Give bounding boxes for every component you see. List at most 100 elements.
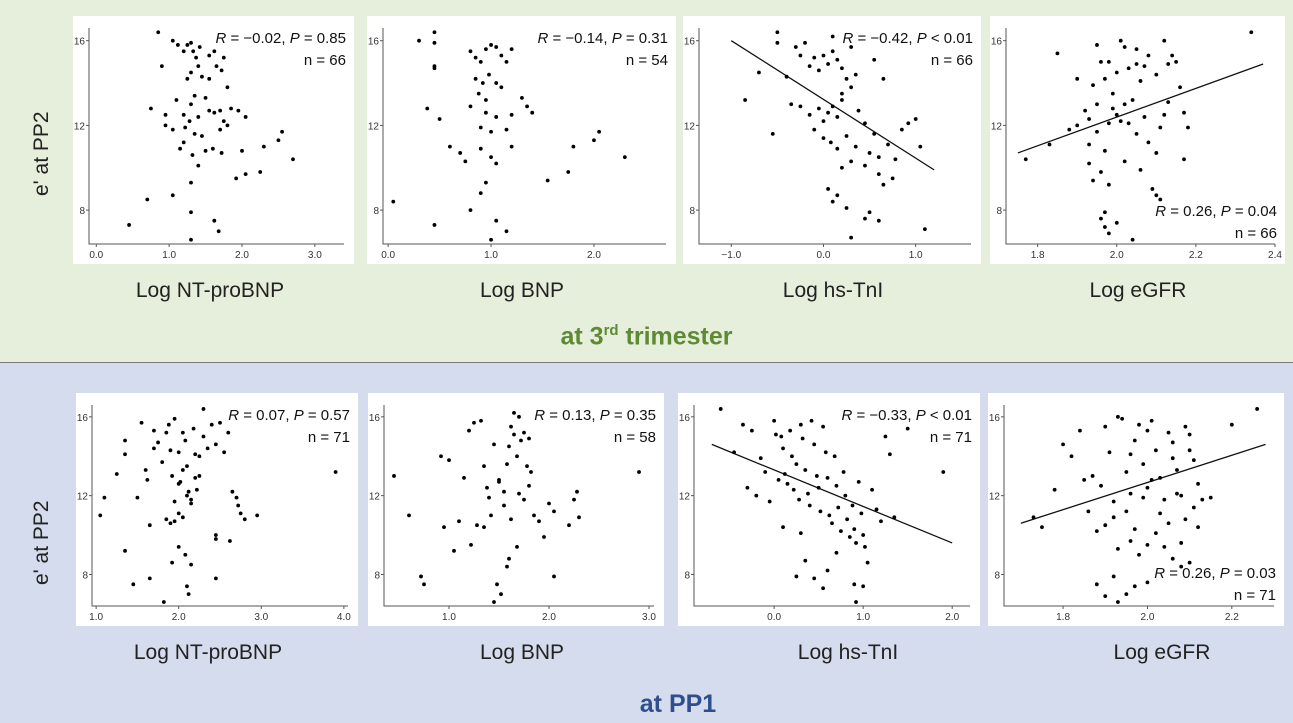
data-point [212,218,217,223]
data-point [816,106,821,111]
data-point [798,104,803,109]
data-point [462,476,466,480]
data-point [1170,440,1175,445]
data-point [1178,85,1182,90]
data-point [191,426,196,431]
data-point [447,458,451,463]
data-point [102,495,107,500]
data-point [1075,123,1080,128]
data-point [1114,70,1119,75]
x-tick-label: 1.8 [1031,250,1045,261]
data-point [876,172,881,177]
data-point [1095,102,1099,107]
data-point [522,497,526,502]
data-point [779,434,784,439]
data-point [512,432,516,437]
axis-lines [698,28,971,245]
data-point [504,229,509,234]
x-tick-label: 2.0 [945,612,959,623]
data-point [507,556,511,561]
data-point [170,560,175,565]
x-tick-label: 1.8 [1056,612,1070,623]
y-tick-label: 16 [74,37,86,48]
data-point [905,426,910,431]
data-point [1175,468,1179,472]
data-point [243,172,248,177]
data-point [867,151,872,155]
data-point [178,146,182,151]
axis-lines [1003,405,1274,607]
data-point [261,144,266,149]
data-point [425,106,430,111]
data-point [1196,481,1200,486]
data-point [201,434,206,439]
data-point [517,414,521,419]
data-point [205,446,210,451]
data-point [834,483,839,488]
data-point [1102,225,1107,229]
data-point [489,237,493,242]
data-point [197,45,202,49]
scatter-plot: 8 12 16 1.0 2.0 3.0 4.0 R = 0.07, P = 0.57 n = 7… [77,405,351,623]
data-point [637,470,641,474]
data-point [170,127,175,132]
data-point [807,64,812,69]
data-point [1124,470,1129,474]
data-point [812,127,817,132]
data-point [782,472,787,476]
data-point [163,123,168,128]
data-point [844,76,849,81]
data-point [473,55,478,60]
data-point [859,511,864,516]
data-point [849,235,854,240]
data-point [830,104,835,109]
x-tick-label: 0.0 [89,250,103,261]
data-point [826,110,830,115]
data-point [1187,432,1192,437]
data-point [183,125,188,130]
sample-size: n = 54 [626,52,668,69]
data-point [1134,62,1139,66]
data-point [212,49,217,54]
data-point [840,98,844,102]
data-point [1031,515,1036,520]
y-tick-label: 16 [368,37,380,48]
data-point [830,34,835,39]
data-point [166,422,171,427]
data-point [527,483,531,488]
data-point [1130,237,1135,242]
data-point [484,98,488,102]
data-point [825,568,830,573]
data-point [1170,556,1175,561]
data-point [788,428,793,433]
data-point [1208,495,1213,500]
data-point [1106,121,1111,126]
data-point [170,38,175,43]
data-point [1061,442,1065,447]
data-point [1110,91,1115,96]
data-point [218,127,223,132]
data-point [893,157,898,162]
data-point [1141,462,1146,467]
data-point [1106,59,1111,64]
data-point [212,110,217,115]
data-point [899,127,904,132]
data-point [432,66,437,71]
data-point [213,442,218,447]
correlation-stats: R = −0.02, P = 0.85 [215,30,346,47]
data-point [745,485,750,490]
data-point [200,74,204,79]
data-point [844,134,849,138]
data-point [145,477,150,482]
data-point [258,170,263,174]
x-tick-label: 1.0 [89,612,103,623]
data-point [1186,125,1190,130]
data-point [1107,450,1112,455]
data-point [192,131,197,136]
data-point [743,98,748,102]
data-point [1102,76,1107,81]
data-point [218,420,222,425]
x-axis-label: Log hs-TnI [782,279,884,302]
data-point [853,72,858,77]
data-point [913,117,918,121]
